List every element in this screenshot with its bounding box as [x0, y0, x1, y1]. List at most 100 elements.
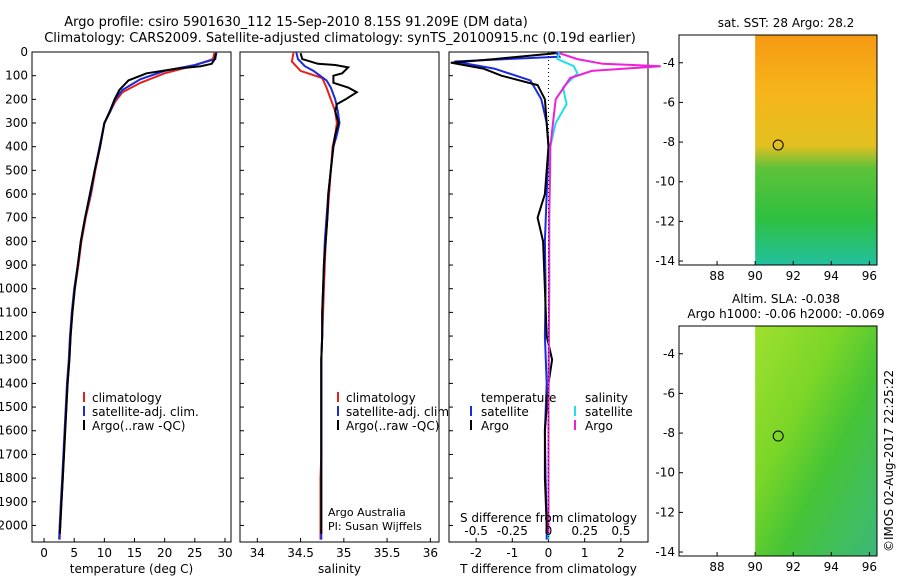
legend-label: Argo — [585, 419, 613, 433]
y-tick-label: 1200 — [0, 329, 28, 343]
x-tick-label: 35 — [336, 546, 351, 560]
x-tick-label: 2 — [617, 546, 625, 560]
x-tick-label: 25 — [187, 546, 202, 560]
y-tick-label: 800 — [5, 234, 28, 248]
y-tick-label: -12 — [655, 505, 675, 519]
y-tick-label: -12 — [655, 214, 675, 228]
y-tick-label: 900 — [5, 258, 28, 272]
y-tick-label: 200 — [5, 92, 28, 106]
y-tick-label: 1500 — [0, 400, 28, 414]
series-line-temperature-argo — [450, 52, 556, 534]
y-tick-label: 1700 — [0, 447, 28, 461]
y-tick-label: 1400 — [0, 376, 28, 390]
y-tick-label: 1300 — [0, 353, 28, 367]
top-x-tick-label: -0.5 — [464, 524, 487, 538]
series-line-argo-raw-qc- — [58, 53, 217, 534]
y-tick-label: 400 — [5, 140, 28, 154]
y-tick-label: 600 — [5, 187, 28, 201]
x-tick-label: 94 — [824, 560, 839, 574]
y-tick-label: -4 — [663, 347, 675, 361]
x-axis-label: temperature (deg C) — [70, 562, 193, 576]
legend-label: climatology — [92, 391, 162, 405]
legend-label: satellite — [481, 405, 529, 419]
y-tick-label: -10 — [655, 175, 675, 189]
x-tick-label: -1 — [506, 546, 518, 560]
map-field — [755, 326, 877, 556]
legend-label: satellite — [585, 405, 633, 419]
y-tick-label: 1100 — [0, 305, 28, 319]
difference-profile-panel: -2 -1 0 1 2 T difference from climatology -0.5… — [448, 51, 661, 576]
top-x-axis-label: S difference from climatology — [460, 511, 637, 525]
x-tick-label: 5 — [70, 546, 78, 560]
y-tick-label: 1800 — [0, 471, 28, 485]
x-axis-label: T difference from climatology — [459, 562, 637, 576]
x-tick-label: 0 — [545, 546, 553, 560]
x-tick-label: 96 — [862, 560, 877, 574]
temperature-profile-panel: 0 100 200 300 400 500 600 700 800 900 1000 1100 1200… — [0, 45, 233, 576]
series-line-argo-raw-qc- — [299, 52, 359, 534]
x-tick-label: 15 — [127, 546, 142, 560]
y-tick-label: 100 — [5, 69, 28, 83]
y-tick-label: 1600 — [0, 424, 28, 438]
x-tick-label: 92 — [786, 560, 801, 574]
y-tick-label: -8 — [663, 426, 675, 440]
x-tick-label: 88 — [709, 269, 724, 283]
x-tick-label: 10 — [97, 546, 112, 560]
top-x-tick-label: -0.25 — [497, 524, 528, 538]
legend-label: satellite-adj. clim. — [346, 405, 453, 419]
legend-label: climatology — [346, 391, 416, 405]
series-line-salinity-argo — [547, 52, 661, 534]
y-tick-label: 700 — [5, 211, 28, 225]
legend-title: temperature — [481, 391, 556, 405]
annotation: Argo Australia — [328, 506, 406, 519]
x-tick-label: 34 — [250, 546, 265, 560]
x-tick-label: 94 — [824, 269, 839, 283]
y-tick-label: -6 — [663, 95, 675, 109]
map-title: sat. SST: 28 Argo: 28.2 — [718, 16, 855, 30]
x-tick-label: -2 — [470, 546, 482, 560]
map-title: Altim. SLA: -0.038 — [732, 292, 840, 306]
x-tick-label: 96 — [862, 269, 877, 283]
top-x-tick-label: 0.5 — [611, 524, 630, 538]
salinity-profile-panel: 34 34.5 35 35.5 36 salinity climatologysatelli… — [239, 51, 453, 576]
y-tick-label: 300 — [5, 116, 28, 130]
map-border — [678, 325, 878, 557]
x-tick-label: 30 — [217, 546, 232, 560]
y-tick-label: -6 — [663, 386, 675, 400]
map-border — [678, 34, 878, 266]
annotation: PI: Susan Wijffels — [328, 520, 422, 533]
x-tick-label: 1 — [581, 546, 589, 560]
y-tick-label: -4 — [663, 56, 675, 70]
x-tick-label: 20 — [157, 546, 172, 560]
y-tick-label: -10 — [655, 466, 675, 480]
y-tick-label: -14 — [655, 254, 675, 268]
top-x-tick-label: 0.25 — [571, 524, 598, 538]
x-tick-label: 90 — [748, 269, 763, 283]
x-tick-label: 92 — [786, 269, 801, 283]
x-axis-label: salinity — [318, 562, 361, 576]
y-tick-label: 2000 — [0, 518, 28, 532]
map-field — [755, 35, 877, 265]
legend-label: satellite-adj. clim. — [92, 405, 199, 419]
figure-title-line1: Argo profile: csiro 5901630_112 15-Sep-2… — [64, 15, 528, 30]
x-tick-label: 88 — [709, 560, 724, 574]
sst-map-panel: sat. SST: 28 Argo: 28.2 88 90 92 94 96 -4 -6 -8 -… — [655, 16, 878, 283]
x-tick-label: 34.5 — [287, 546, 314, 560]
figure-title-line2: Climatology: CARS2009. Satellite-adjuste… — [44, 31, 636, 46]
plot-frame — [239, 51, 440, 543]
plot-frame — [31, 51, 232, 543]
y-tick-label: 1900 — [0, 495, 28, 509]
map-subtitle: Argo h1000: -0.06 h2000: -0.069 — [687, 307, 884, 321]
x-tick-label: 90 — [748, 560, 763, 574]
y-tick-label: 0 — [20, 45, 28, 59]
legend-title: salinity — [585, 391, 628, 405]
legend-label: Argo(..raw -QC) — [346, 419, 439, 433]
x-tick-label: 36 — [423, 546, 438, 560]
y-tick-label: 1000 — [0, 282, 28, 296]
top-x-tick-label: 0 — [545, 524, 553, 538]
y-tick-label: 500 — [5, 163, 28, 177]
legend-label: Argo — [481, 419, 509, 433]
y-tick-label: -8 — [663, 135, 675, 149]
imos-watermark: ©IMOS 02-Aug-2017 22:25:22 — [882, 370, 896, 552]
